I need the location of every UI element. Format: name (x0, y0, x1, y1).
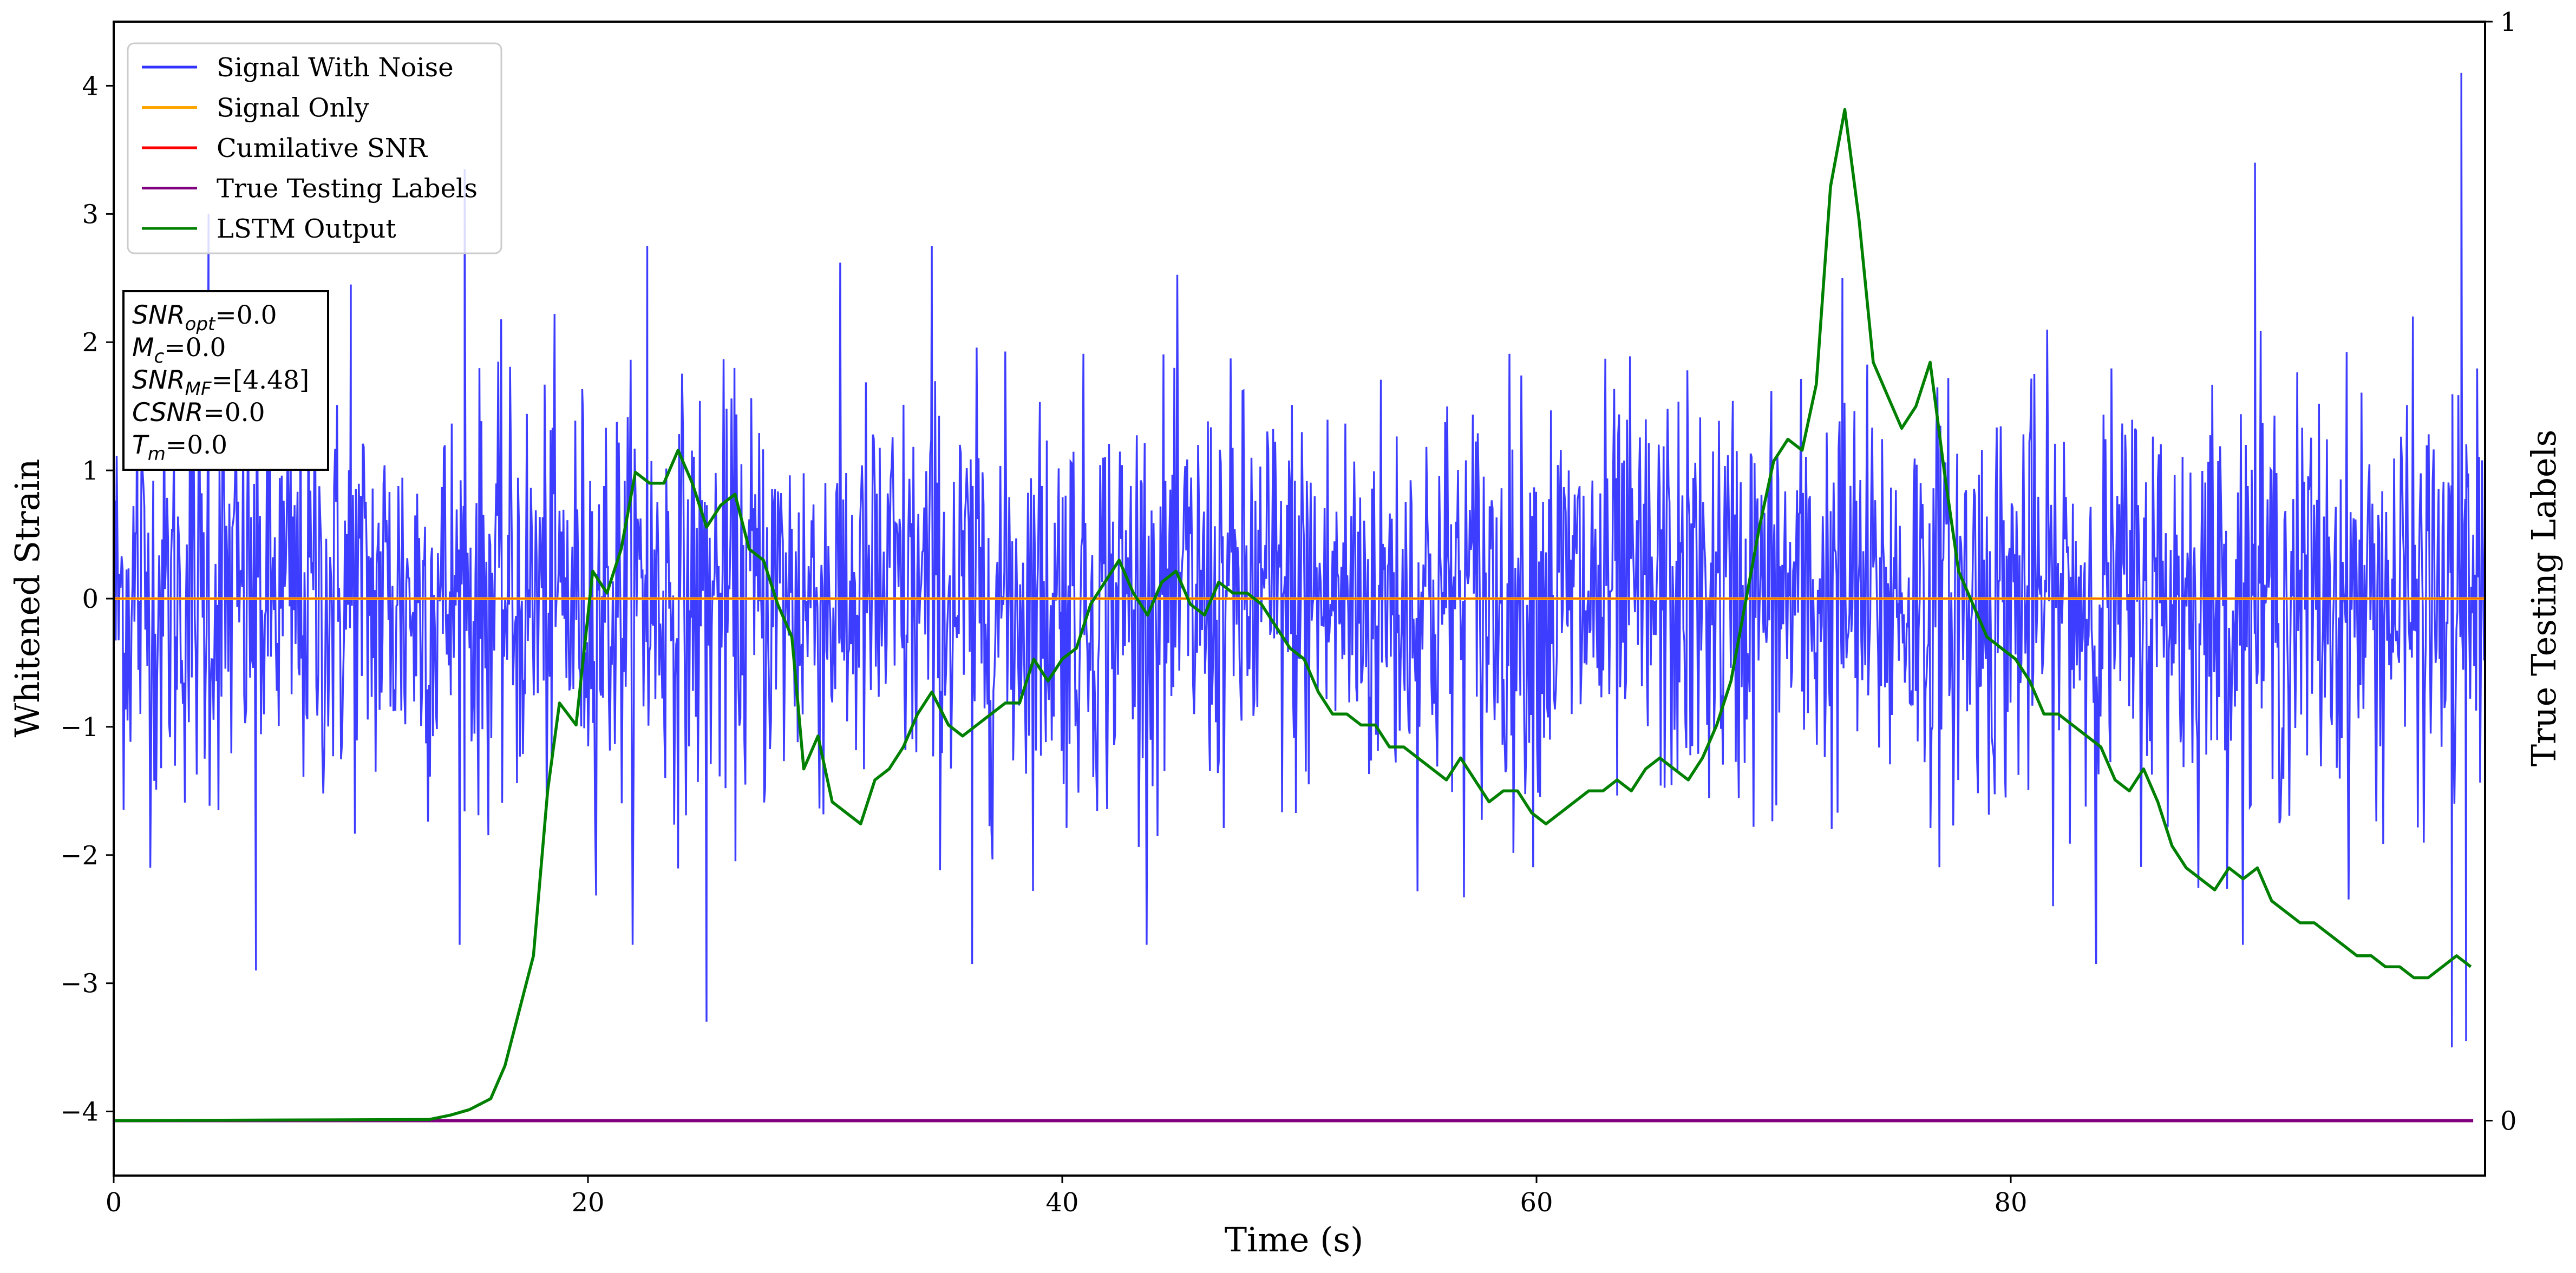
x-tick-label: 40 (1045, 1187, 1078, 1218)
x-tick-label: 80 (1994, 1187, 2027, 1218)
y-left-tick-label: −1 (60, 712, 99, 743)
annotation-line: SNRopt=0.0 (132, 300, 277, 335)
y-axis-right-label: True Testing Labels (2524, 430, 2564, 767)
y-right-tick-label: 1 (2500, 7, 2517, 37)
lines-layer (113, 108, 2485, 1123)
x-axis: 0 20 40 60 80 (106, 1176, 2028, 1218)
y-left-tick-label: 1 (82, 456, 99, 486)
y-axis-left: −4 −3 −2 −1 0 1 2 3 4 (60, 71, 114, 1127)
y-left-tick-label: −2 (60, 841, 99, 871)
annotation-line: CSNR=0.0 (132, 398, 265, 428)
x-tick-label: 60 (1520, 1187, 1553, 1218)
y-left-tick-label: 2 (82, 327, 99, 358)
y-left-tick-label: −4 (60, 1097, 99, 1127)
y-axis-right: 01 (2485, 7, 2517, 1136)
y-axis-left-label: Whitened Strain (8, 459, 47, 738)
legend-label: LSTM Output (217, 214, 396, 244)
annotation-frame (122, 290, 329, 471)
x-tick-label: 0 (106, 1187, 122, 1218)
series-lstm-output (113, 108, 2472, 1123)
legend-label: Signal Only (217, 93, 369, 123)
legend-label: True Testing Labels (217, 174, 478, 204)
x-axis-label: Time (s) (1225, 1220, 1364, 1259)
annotation-line: Mc=0.0 (132, 333, 226, 368)
noise-layer (113, 73, 2486, 1048)
y-left-tick-label: 0 (82, 584, 99, 614)
legend-box (127, 42, 502, 254)
y-right-tick-label: 0 (2500, 1106, 2517, 1136)
legend: Signal With Noise Signal Only Cumilative S… (127, 42, 502, 254)
annotation-line: SNRMF=[4.48] (132, 365, 309, 400)
annotation-line: Tm=0.0 (132, 430, 227, 465)
series-signal-with-noise (113, 73, 2486, 1048)
y-left-tick-label: −3 (60, 969, 99, 999)
legend-label: Cumilative SNR (217, 133, 428, 163)
y-left-tick-label: 3 (82, 199, 99, 229)
y-left-tick-label: 4 (82, 71, 99, 101)
annotation-box: SNRopt=0.0Mc=0.0SNRMF=[4.48]CSNR=0.0Tm=0… (122, 290, 329, 471)
legend-label: Signal With Noise (217, 53, 454, 83)
x-tick-label: 20 (571, 1187, 604, 1218)
